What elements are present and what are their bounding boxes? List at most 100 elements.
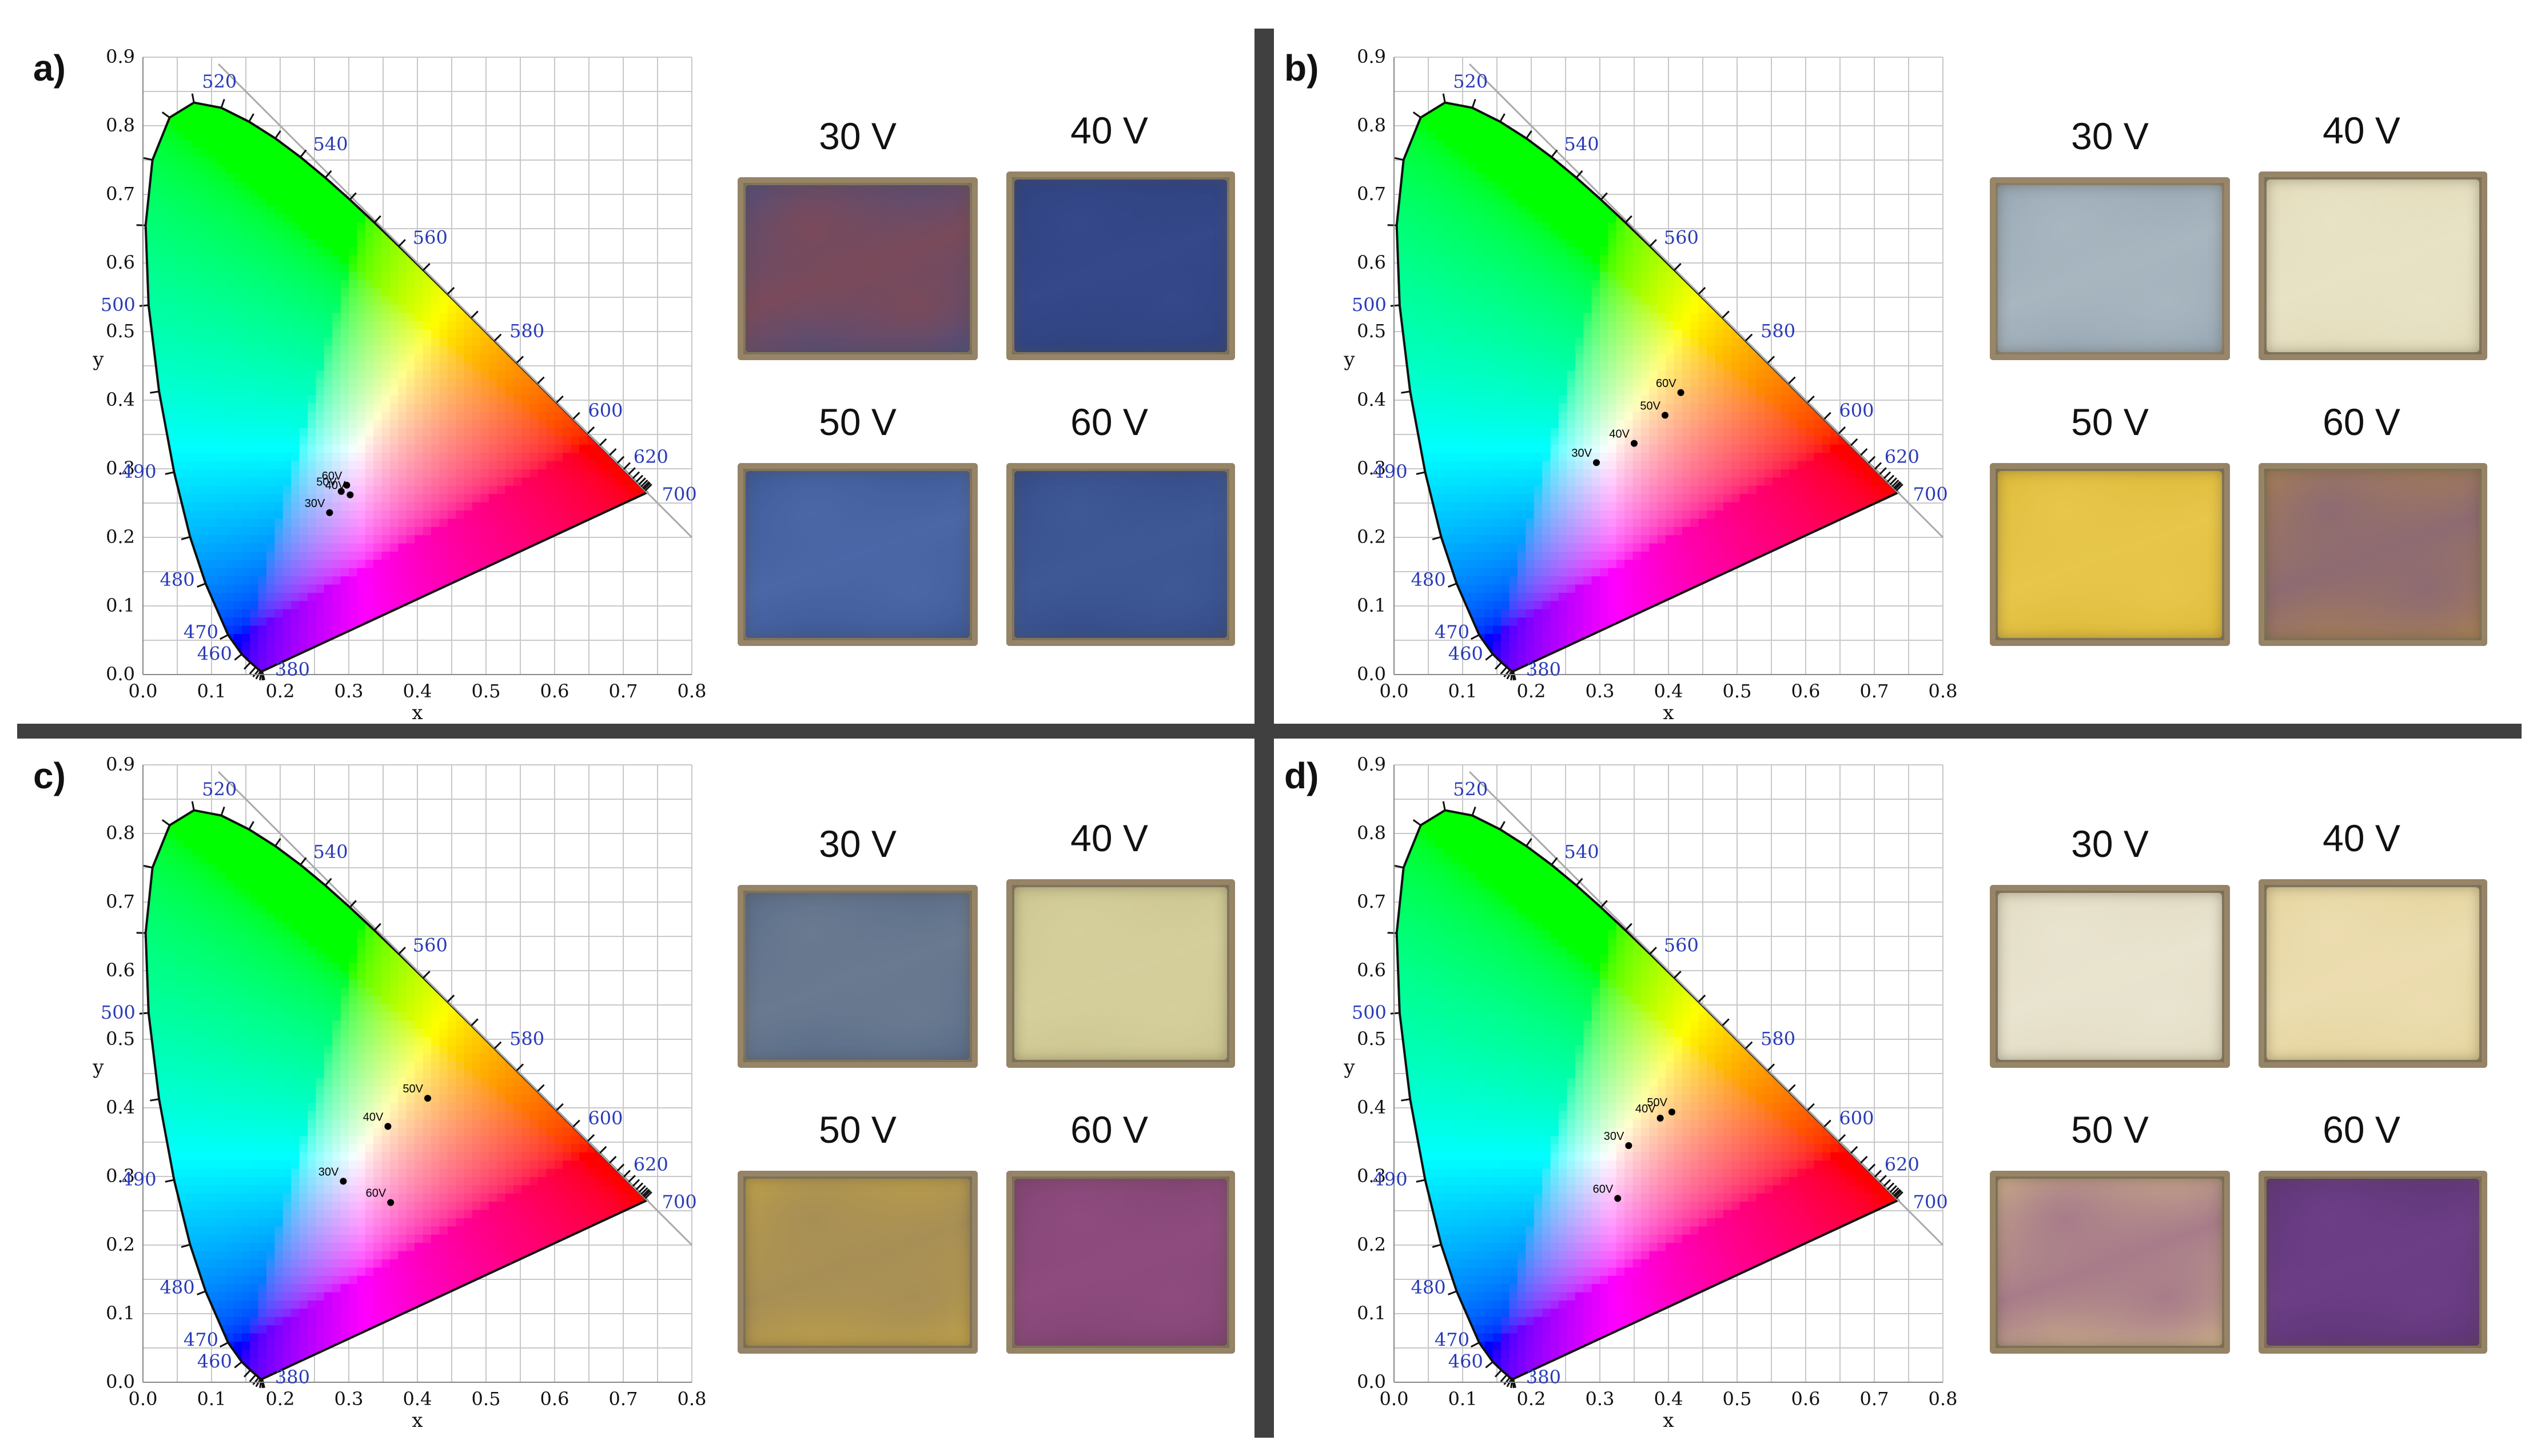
data-point-label: 60V xyxy=(1656,377,1676,390)
data-point-label: 30V xyxy=(1571,447,1592,460)
y-tick-label: 0.1 xyxy=(106,595,135,616)
wavelength-label: 620 xyxy=(634,1154,668,1175)
y-tick-label: 0.0 xyxy=(1357,663,1386,685)
y-tick-label: 0.4 xyxy=(1357,1096,1386,1118)
wavelength-label: 520 xyxy=(1453,70,1488,92)
data-point-label: 30V xyxy=(305,497,325,510)
data-point xyxy=(326,509,333,516)
wavelength-label: 490 xyxy=(121,461,156,482)
x-tick-label: 0.1 xyxy=(1448,680,1477,702)
y-axis-label: y xyxy=(92,1056,104,1079)
locus-ticks xyxy=(1387,93,1903,681)
sample-photo xyxy=(1006,879,1235,1068)
y-tick-label: 0.8 xyxy=(106,114,135,136)
data-point xyxy=(1656,1115,1664,1122)
y-tick-label: 0.3 xyxy=(106,457,135,479)
x-tick-label: 0.5 xyxy=(1723,680,1752,702)
x-tick-label: 0.6 xyxy=(540,680,569,702)
y-tick-label: 0.0 xyxy=(1357,1371,1386,1393)
y-tick-label: 0.7 xyxy=(1357,183,1386,205)
x-tick-label: 0.6 xyxy=(540,1388,569,1410)
x-tick-label: 0.4 xyxy=(1654,1388,1683,1410)
sample-photo xyxy=(738,1171,978,1354)
y-tick-label: 0.7 xyxy=(1357,891,1386,912)
sample-frame xyxy=(2259,1171,2487,1354)
y-tick-label: 0.8 xyxy=(1357,114,1386,136)
locus-ticks xyxy=(136,801,652,1389)
wavelength-label: 620 xyxy=(1885,446,1919,468)
x-tick-label: 0.1 xyxy=(1448,1388,1477,1410)
y-tick-label: 0.5 xyxy=(1357,320,1386,342)
x-tick-label: 0.4 xyxy=(1654,680,1683,702)
y-tick-label: 0.9 xyxy=(106,46,135,67)
voltage-label: 50 V xyxy=(819,401,897,443)
wavelength-label: 380 xyxy=(1526,659,1561,680)
cie-chart: 0.0 0.1 0.2 0.3 0.4 0.5 0.6 0.7 0.8 0.0 0.1 0.2 0.3 0… xyxy=(74,748,726,1451)
y-tick-label: 0.1 xyxy=(1357,1302,1386,1324)
data-point xyxy=(1631,440,1638,447)
y-tick-label: 0.5 xyxy=(106,1028,135,1050)
sample-photo xyxy=(1990,885,2230,1068)
wavelength-label: 470 xyxy=(1435,1329,1469,1351)
y-axis-label: y xyxy=(1343,1056,1355,1079)
sample-surface xyxy=(1014,471,1227,638)
chart-svg: 0.0 0.1 0.2 0.3 0.4 0.5 0.6 0.7 0.8 0.0 0.1 0.2 0.3 0… xyxy=(1343,46,1958,724)
reference-line xyxy=(217,771,693,1246)
wavelength-label: 460 xyxy=(1448,643,1483,664)
y-tick-label: 0.4 xyxy=(106,1096,135,1118)
data-point xyxy=(347,491,354,498)
sample-photo xyxy=(1990,463,2230,646)
sample-photo xyxy=(738,463,978,646)
y-tick-label: 0.4 xyxy=(1357,389,1386,410)
y-tick-label: 0.4 xyxy=(106,389,135,410)
sample-surface xyxy=(2267,1179,2479,1346)
locus-ticks xyxy=(1387,801,1903,1389)
wavelength-label: 620 xyxy=(1885,1154,1919,1175)
sample-surface xyxy=(1014,1179,1227,1346)
sample-photo xyxy=(2259,463,2487,646)
x-axis-label: x xyxy=(1663,1409,1674,1432)
wavelength-label: 520 xyxy=(1453,778,1488,800)
x-tick-label: 0.4 xyxy=(403,680,432,702)
y-tick-label: 0.1 xyxy=(106,1302,135,1324)
wavelength-label: 460 xyxy=(197,1350,232,1372)
data-point xyxy=(424,1095,431,1102)
chart-svg: 0.0 0.1 0.2 0.3 0.4 0.5 0.6 0.7 0.8 0.0 0.1 0.2 0.3 0… xyxy=(92,46,706,724)
x-tick-label: 0.2 xyxy=(266,1388,295,1410)
wavelength-label: 700 xyxy=(1913,484,1948,505)
y-tick-label: 0.6 xyxy=(1357,959,1386,981)
sample-surface xyxy=(1998,1179,2222,1346)
y-axis-label: y xyxy=(1343,348,1355,371)
wavelength-label: 540 xyxy=(1564,841,1599,863)
y-tick-label: 0.0 xyxy=(106,663,135,685)
x-tick-label: 0.5 xyxy=(1723,1388,1752,1410)
wavelength-label: 460 xyxy=(1448,1350,1483,1372)
wavelength-label: 600 xyxy=(588,1107,623,1129)
sample-surface xyxy=(1998,185,2222,352)
x-tick-label: 0.7 xyxy=(609,1388,638,1410)
voltage-label: 60 V xyxy=(2323,401,2400,443)
wavelength-label: 600 xyxy=(1839,400,1874,421)
wavelength-label: 540 xyxy=(313,133,348,155)
sample-surface xyxy=(746,471,970,638)
data-point xyxy=(337,488,345,495)
sample-frame xyxy=(1006,1171,1235,1354)
wavelength-label: 480 xyxy=(1411,1277,1446,1298)
y-tick-label: 0.3 xyxy=(1357,457,1386,479)
gamut-fill xyxy=(1396,810,1898,1379)
data-point-label: 40V xyxy=(325,480,346,492)
x-tick-label: 0.8 xyxy=(1929,1388,1958,1410)
wavelength-label: 480 xyxy=(160,1277,195,1298)
locus-ticks xyxy=(136,93,652,681)
y-tick-label: 0.7 xyxy=(106,183,135,205)
x-tick-label: 0.4 xyxy=(403,1388,432,1410)
y-tick-label: 0.2 xyxy=(1357,526,1386,548)
voltage-label: 30 V xyxy=(2071,823,2149,865)
sample-surface xyxy=(2267,179,2479,352)
sample-frame xyxy=(738,1171,978,1354)
sample-frame xyxy=(738,463,978,646)
x-tick-label: 0.8 xyxy=(1929,680,1958,702)
sample-photo xyxy=(1006,463,1235,646)
data-point-label: 50V xyxy=(403,1083,423,1095)
voltage-label: 30 V xyxy=(819,115,897,157)
